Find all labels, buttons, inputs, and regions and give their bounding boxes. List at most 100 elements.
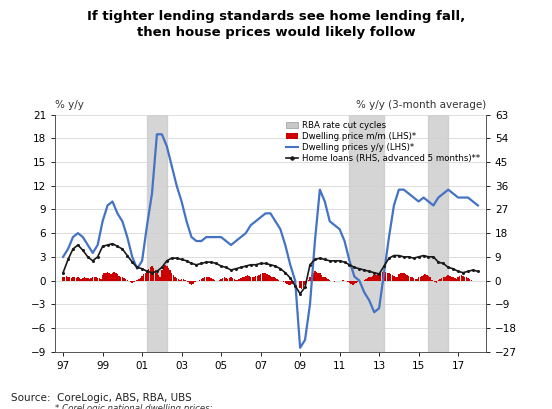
Bar [262, 274, 263, 281]
Bar [410, 276, 411, 281]
Bar [263, 273, 264, 281]
Bar [79, 278, 80, 281]
Bar [230, 277, 232, 281]
Bar [151, 265, 153, 281]
Bar [405, 274, 406, 281]
Bar [284, 281, 286, 283]
Bar [220, 279, 222, 281]
Bar [365, 279, 367, 281]
Bar [398, 274, 400, 281]
Bar [401, 273, 403, 281]
Bar [153, 268, 155, 281]
Bar [105, 273, 107, 281]
Text: % y/y: % y/y [55, 100, 84, 110]
Text: If tighter lending standards see home lending fall,
then house prices would like: If tighter lending standards see home le… [87, 10, 465, 39]
Bar [443, 277, 444, 281]
Bar [131, 281, 133, 283]
Bar [126, 280, 128, 281]
Bar [130, 281, 131, 282]
Bar [415, 279, 416, 281]
Bar [222, 278, 224, 281]
Bar [448, 275, 449, 281]
Bar [268, 275, 269, 281]
Bar [385, 272, 386, 281]
Bar [145, 273, 146, 281]
Bar [252, 277, 253, 281]
Bar [71, 278, 72, 281]
Bar [418, 277, 420, 281]
Bar [205, 277, 207, 281]
Bar [102, 275, 103, 281]
Bar [319, 274, 321, 281]
Bar [436, 281, 438, 283]
Bar [179, 280, 181, 281]
Bar [200, 279, 202, 281]
Bar [354, 281, 355, 284]
Bar [369, 277, 370, 281]
Bar [103, 274, 105, 281]
Bar [390, 274, 391, 281]
Bar [91, 278, 92, 281]
Bar [293, 281, 294, 283]
Bar [243, 276, 245, 281]
Bar [212, 279, 214, 281]
Bar [351, 281, 352, 284]
Bar [283, 281, 284, 282]
Bar [329, 280, 331, 281]
Bar [82, 278, 83, 281]
Bar [99, 278, 100, 281]
Bar [299, 281, 301, 288]
Bar [312, 273, 314, 281]
Bar [164, 265, 166, 281]
Bar [233, 279, 235, 281]
Bar [278, 280, 279, 281]
Bar [76, 278, 77, 281]
Bar [441, 278, 442, 281]
Bar [304, 281, 306, 285]
Bar [314, 271, 316, 281]
Bar [267, 274, 268, 281]
Bar [272, 276, 273, 281]
Bar [178, 279, 179, 281]
Bar [141, 276, 143, 281]
Bar [229, 278, 230, 281]
Bar [446, 276, 447, 281]
Bar [342, 280, 344, 281]
Bar [349, 281, 350, 283]
Bar [136, 280, 138, 281]
Bar [469, 279, 470, 281]
Bar [383, 271, 385, 281]
Bar [400, 274, 401, 281]
Bar [81, 279, 82, 281]
Bar [453, 277, 454, 281]
Bar [406, 275, 408, 281]
Bar [334, 281, 336, 282]
Bar [238, 279, 240, 281]
Bar [461, 275, 462, 281]
Bar [181, 279, 182, 281]
Bar [237, 280, 238, 281]
Bar [367, 278, 368, 281]
Bar [375, 275, 376, 281]
Bar [459, 276, 460, 281]
Bar [431, 280, 433, 281]
Bar [89, 279, 90, 281]
Bar [161, 270, 163, 281]
Text: * CoreLogic national dwelling prices;: * CoreLogic national dwelling prices; [55, 404, 213, 409]
Bar [169, 270, 171, 281]
Bar [291, 281, 293, 284]
Bar [108, 273, 110, 281]
Bar [421, 276, 423, 281]
Bar [260, 274, 261, 281]
Bar [163, 267, 164, 281]
Bar [176, 278, 177, 281]
Bar [118, 276, 120, 281]
Bar [191, 281, 192, 285]
Bar [133, 281, 135, 282]
Bar [317, 274, 319, 281]
Bar [77, 277, 78, 281]
Bar [62, 277, 64, 281]
Bar [286, 281, 288, 284]
Bar [349, 115, 384, 352]
Bar [380, 273, 381, 281]
